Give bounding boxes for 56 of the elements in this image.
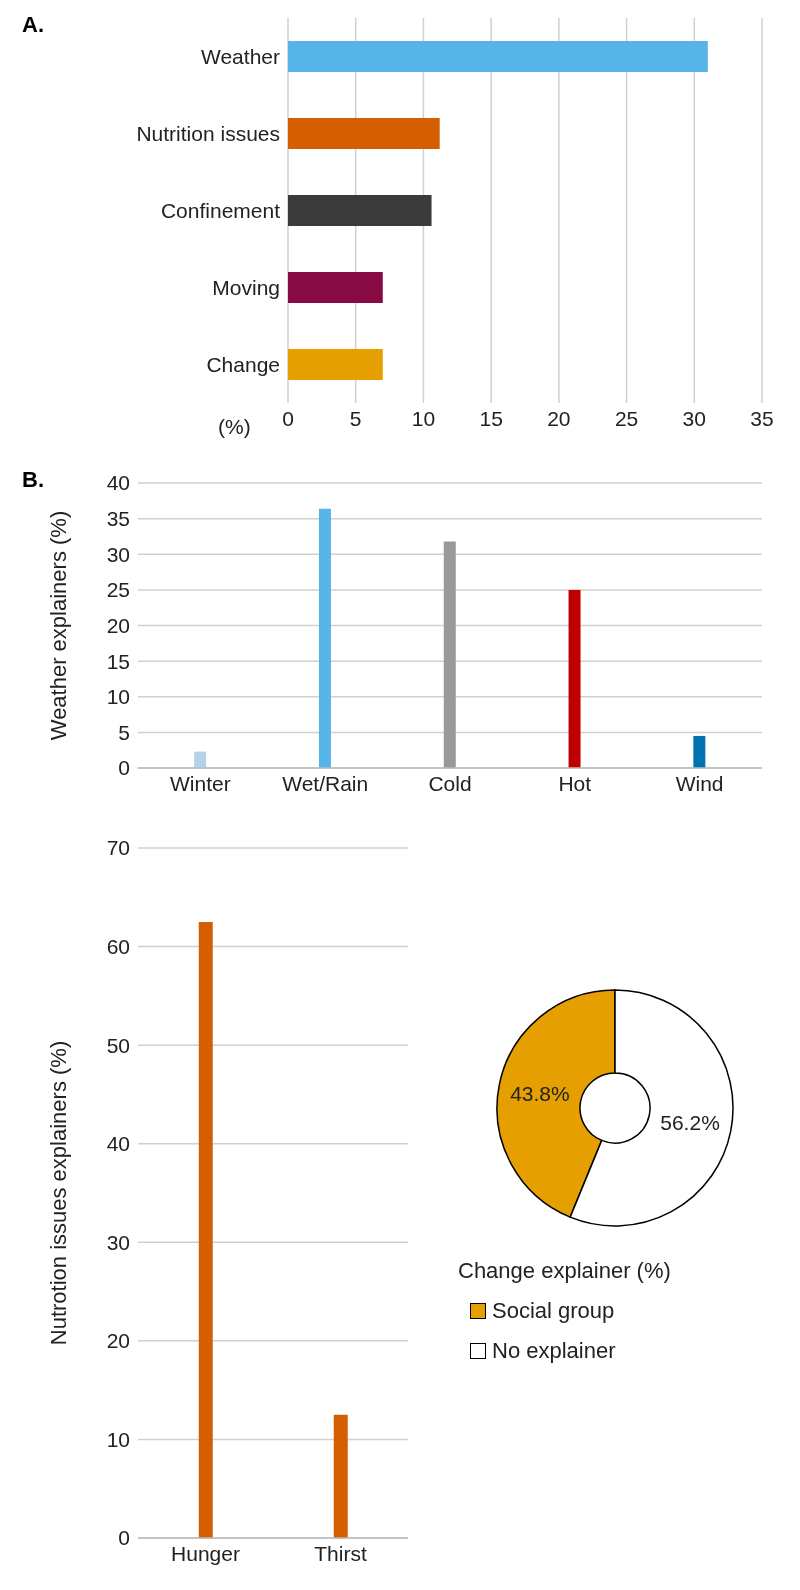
bar	[288, 349, 383, 381]
x-tick-label: Wind	[675, 771, 724, 795]
bar	[318, 508, 331, 768]
y-axis-title: Weather explainers (%)	[45, 510, 71, 741]
y-tick-label: 25	[106, 578, 130, 602]
x-tick-label: 35	[750, 406, 774, 430]
y-tick-label: 70	[106, 836, 130, 860]
bar	[693, 735, 706, 768]
x-tick-label: 5	[349, 406, 362, 430]
x-tick-label: Winter	[170, 771, 231, 795]
y-tick-label: 50	[106, 1033, 130, 1057]
bar	[288, 41, 708, 73]
text: A.	[22, 12, 44, 38]
y-tick-label: Weather	[201, 44, 280, 68]
y-tick-label: 10	[106, 1427, 130, 1451]
y-tick-label: Nutrition issues	[136, 121, 280, 145]
bar	[288, 195, 432, 227]
bar	[194, 751, 207, 768]
y-tick-label: 40	[106, 1132, 130, 1156]
y-tick-label: 15	[106, 649, 130, 673]
y-tick-label: 35	[106, 507, 130, 531]
legend-label: Social group	[492, 1298, 615, 1324]
legend-title: Change explainer (%)	[458, 1258, 672, 1284]
x-tick-label: 10	[411, 406, 436, 430]
x-tick-label: Hunger	[171, 1541, 240, 1565]
y-tick-label: 10	[106, 685, 130, 709]
y-tick-label: Confinement	[160, 198, 281, 222]
y-tick-label: 40	[106, 471, 130, 495]
x-tick-label: Cold	[428, 771, 472, 795]
x-tick-label: 25	[614, 406, 639, 430]
y-tick-label: 0	[118, 1526, 130, 1550]
y-tick-label: 20	[106, 613, 130, 637]
x-tick-label: 15	[479, 406, 503, 430]
y-tick-label: 5	[118, 720, 130, 744]
bar	[568, 589, 581, 768]
y-tick-label: 60	[106, 935, 130, 959]
y-tick-label: 0	[118, 756, 130, 780]
x-tick-label: 20	[547, 406, 571, 430]
y-tick-label: Change	[206, 352, 280, 376]
bar	[443, 541, 456, 768]
text: B.	[22, 467, 44, 493]
x-tick-label: Thirst	[314, 1541, 367, 1565]
bar	[288, 272, 383, 304]
y-tick-label: Moving	[212, 275, 280, 299]
y-axis-title: Nutrotion issues explainers (%)	[45, 1040, 71, 1346]
data-label: 43.8%	[510, 1081, 570, 1105]
legend-label: No explainer	[492, 1338, 616, 1364]
x-axis-title: (%)	[218, 415, 251, 439]
data-label: 56.2%	[660, 1111, 720, 1135]
y-tick-label: 20	[106, 1329, 130, 1353]
x-tick-label: 30	[682, 406, 706, 430]
y-tick-label: 30	[106, 542, 130, 566]
x-tick-label: Wet/Rain	[282, 771, 369, 795]
y-tick-label: 30	[106, 1230, 130, 1254]
x-tick-label: Hot	[558, 771, 592, 795]
bar	[288, 118, 440, 150]
